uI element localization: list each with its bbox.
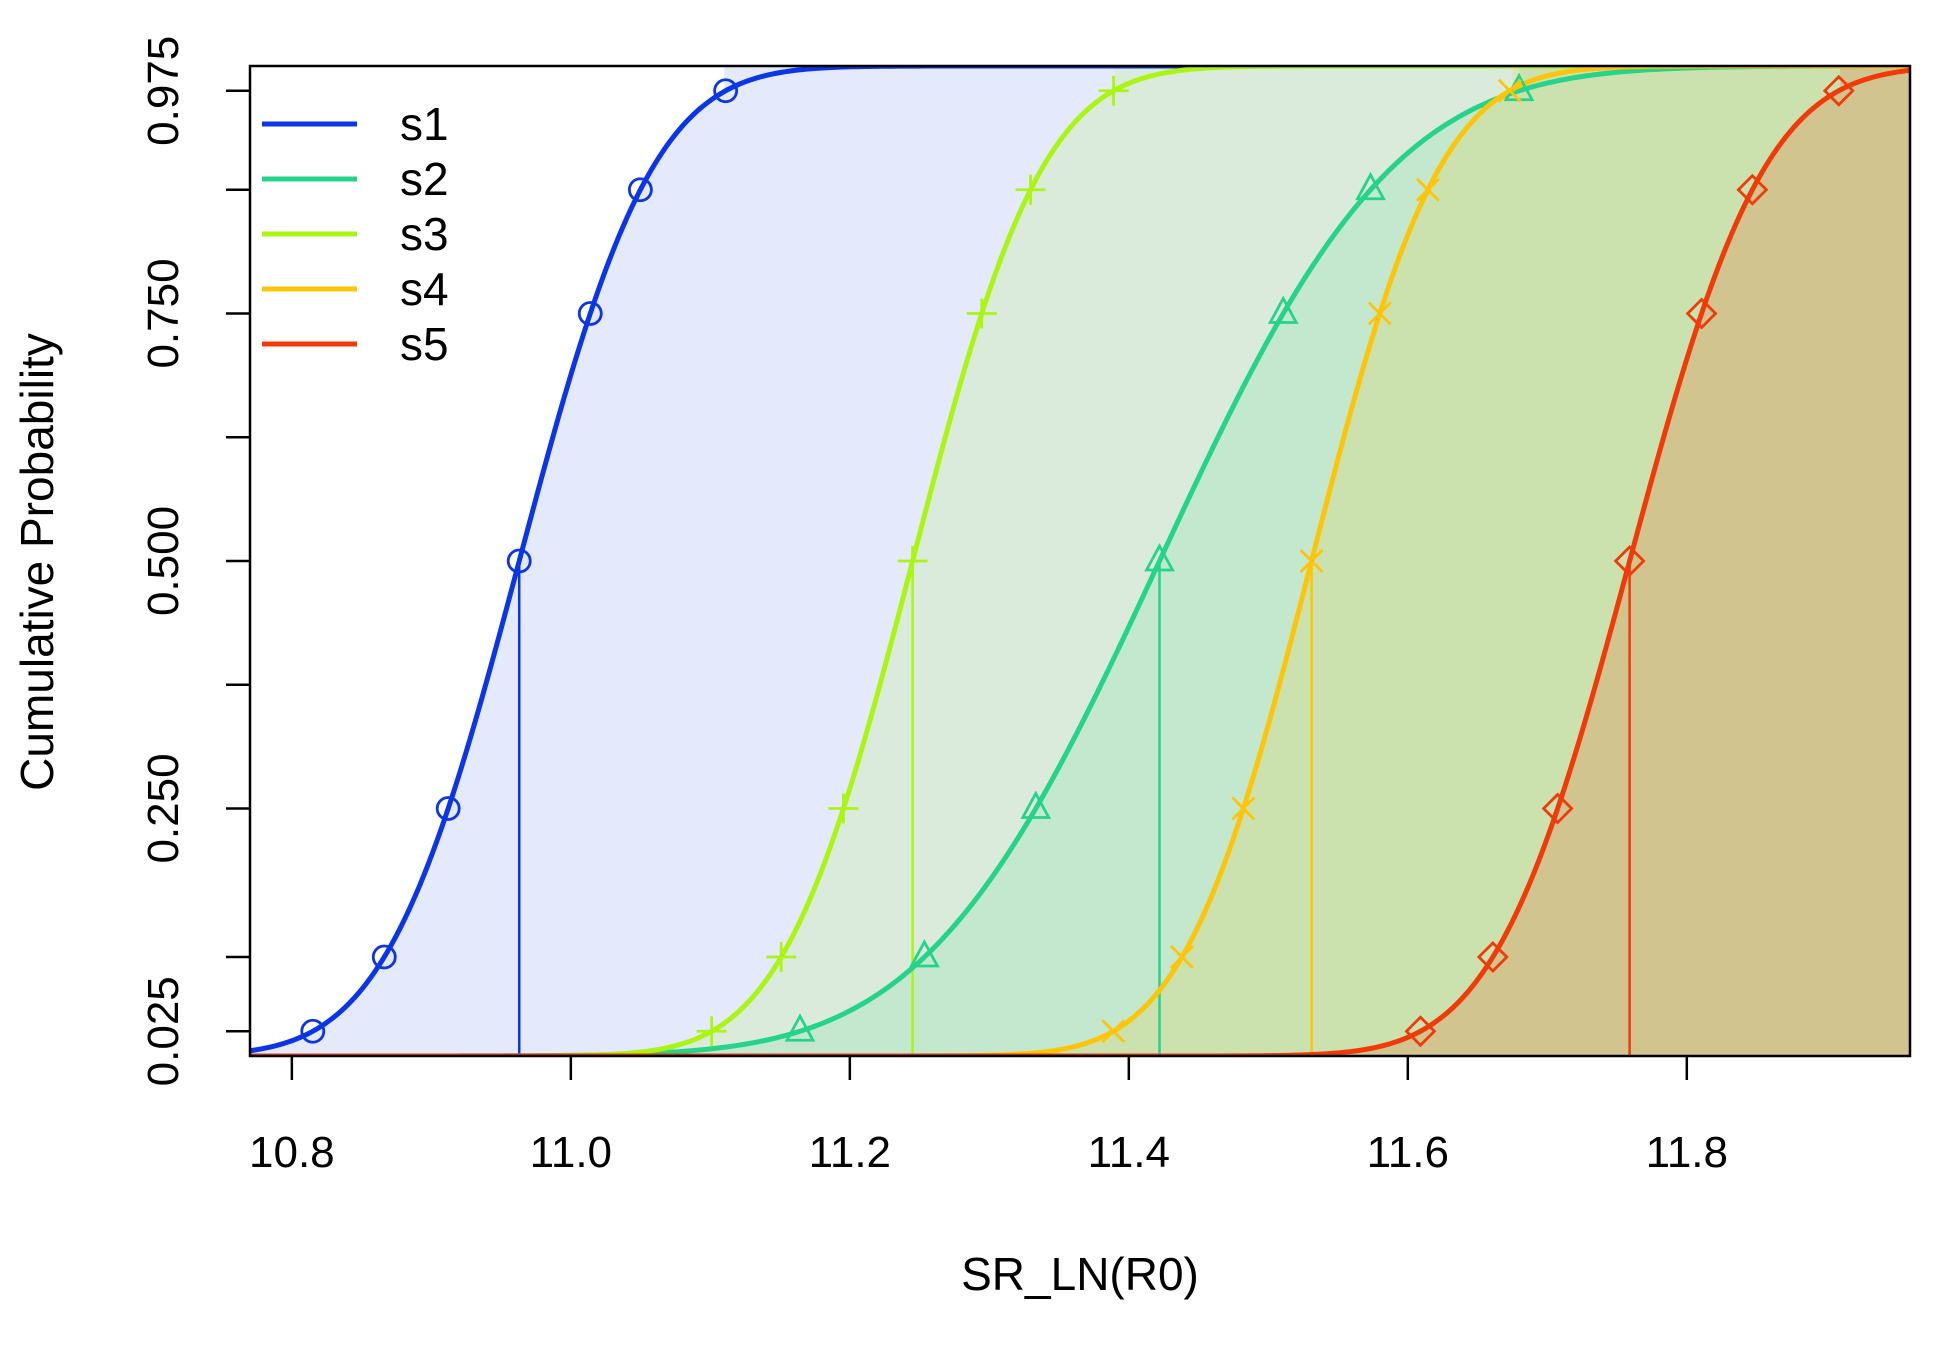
y-axis: 0.025 0.250 0.500 0.750 0.975 — [139, 36, 250, 1086]
y-tick-label: 0.975 — [139, 36, 188, 146]
curve-s1 — [250, 66, 1910, 1054]
x-tick-label: 11.2 — [809, 1128, 891, 1177]
marker-s3 — [1098, 75, 1129, 106]
marker-s4 — [1101, 1019, 1126, 1044]
marker-s4 — [1415, 177, 1440, 202]
y-tick-label: 0.025 — [139, 976, 188, 1086]
cdf-markers — [300, 72, 1855, 1048]
marker-s3 — [696, 1016, 727, 1047]
marker-s5 — [1736, 173, 1769, 206]
marker-s5 — [1685, 297, 1718, 330]
legend-label-s5: s5 — [400, 318, 449, 370]
x-tick-label: 11.8 — [1646, 1128, 1728, 1177]
legend-label-s4: s4 — [400, 263, 449, 315]
marker-s3 — [897, 546, 928, 576]
marker-s1 — [627, 177, 653, 203]
marker-s3 — [966, 298, 997, 329]
shade-s1 — [250, 66, 1910, 1056]
marker-s2 — [909, 939, 940, 968]
marker-s1 — [371, 944, 397, 970]
marker-s3 — [1015, 174, 1046, 205]
x-tick-label: 10.8 — [249, 1128, 335, 1177]
marker-s2 — [1355, 171, 1386, 201]
marker-s3 — [828, 793, 859, 824]
marker-s2 — [1020, 790, 1052, 819]
shade-s5 — [1202, 66, 1910, 1056]
marker-s4 — [1169, 945, 1194, 969]
marker-s4 — [1497, 78, 1522, 103]
legend-label-s3: s3 — [400, 208, 449, 260]
x-tick-label: 11.0 — [530, 1128, 612, 1177]
x-tick-label: 11.6 — [1367, 1128, 1449, 1177]
y-axis-label: Cumulative Probability — [11, 333, 63, 791]
shade-s4 — [907, 66, 1910, 1056]
marker-s5 — [1822, 74, 1855, 107]
marker-s4 — [1299, 549, 1324, 573]
y-tick-label: 0.750 — [139, 258, 188, 368]
marker-s2 — [1144, 543, 1175, 572]
median-lines — [517, 561, 1631, 1056]
marker-s1 — [300, 1018, 326, 1044]
x-tick-label: 11.4 — [1088, 1128, 1170, 1177]
shaded-regions — [250, 66, 1910, 1056]
x-axis-label: SR_LN(R0) — [961, 1248, 1199, 1300]
marker-s2 — [1267, 295, 1299, 324]
marker-s4 — [1231, 796, 1256, 821]
marker-s5 — [1404, 1015, 1437, 1048]
marker-s5 — [1613, 545, 1646, 577]
legend-label-s1: s1 — [400, 98, 449, 150]
legend-label-s2: s2 — [400, 153, 449, 205]
marker-s4 — [1367, 301, 1392, 326]
x-axis: 10.8 11.0 11.2 11.4 11.6 11.8 — [249, 1056, 1728, 1177]
marker-s1 — [506, 548, 532, 574]
marker-s1 — [713, 78, 739, 104]
marker-s2 — [784, 1013, 816, 1042]
y-tick-label: 0.500 — [139, 506, 188, 616]
marker-s1 — [577, 301, 603, 326]
curve-s5 — [250, 67, 1910, 1056]
marker-s3 — [766, 942, 797, 972]
marker-s1 — [435, 796, 461, 821]
marker-s5 — [1541, 792, 1574, 825]
marker-s5 — [1476, 941, 1509, 973]
y-tick-label: 0.250 — [139, 753, 188, 863]
